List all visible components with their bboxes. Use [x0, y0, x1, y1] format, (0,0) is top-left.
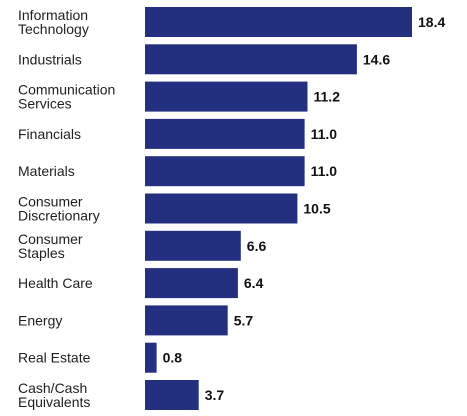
bar	[145, 81, 308, 112]
bar	[145, 7, 412, 37]
category-label: Information Technology	[18, 7, 89, 37]
bar	[145, 230, 241, 261]
bar	[145, 380, 199, 410]
value-label: 6.4	[244, 275, 264, 291]
bar	[145, 268, 238, 299]
value-label: 18.4	[418, 14, 445, 30]
category-label: Consumer Staples	[18, 231, 83, 261]
category-label: Energy	[18, 312, 62, 328]
bar	[145, 156, 305, 187]
category-labels: Information Technology Industrials Communic…	[18, 7, 115, 410]
bar-group	[145, 7, 412, 410]
value-label: 6.6	[247, 238, 267, 254]
value-label: 11.0	[311, 126, 338, 142]
value-label: 0.8	[163, 350, 183, 366]
category-label: Consumer Discretionary	[18, 194, 100, 224]
category-label: Communication Services	[18, 82, 115, 112]
bar	[145, 193, 298, 224]
category-label: Real Estate	[18, 350, 91, 366]
value-label: 3.7	[205, 387, 225, 403]
value-label: 5.7	[234, 312, 254, 328]
value-label: 11.2	[314, 89, 341, 105]
bar	[145, 305, 228, 336]
value-labels: 18.4 14.6 11.2 11.0 11.0 10.5 6.6 6.4 5.7 0.8 3.7	[163, 14, 446, 403]
category-label: Financials	[18, 126, 81, 142]
bar	[145, 44, 357, 75]
bar	[145, 118, 305, 149]
bar	[145, 342, 157, 373]
category-label: Industrials	[18, 51, 82, 67]
value-label: 14.6	[363, 51, 390, 67]
category-label: Materials	[18, 163, 75, 179]
category-label: Cash/Cash Equivalents	[18, 380, 90, 410]
value-label: 10.5	[303, 201, 330, 217]
value-label: 11.0	[311, 163, 338, 179]
category-label: Health Care	[18, 275, 93, 291]
